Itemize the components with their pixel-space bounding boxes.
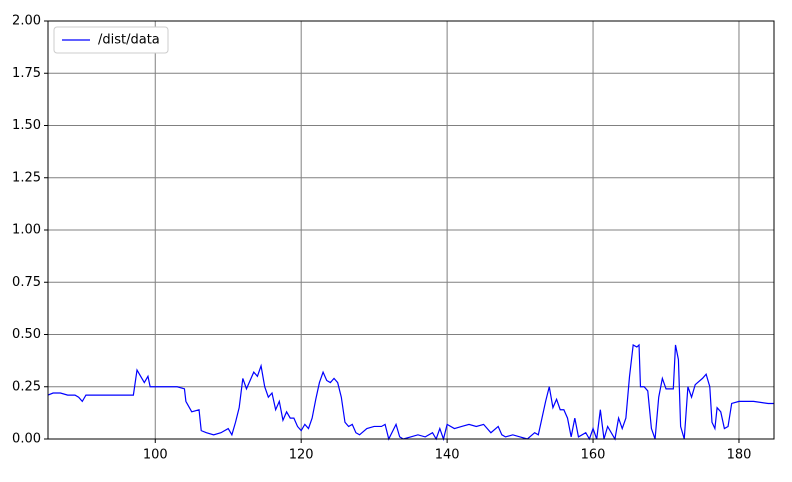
line-series	[47, 343, 774, 442]
y-tick-label: 1.00	[12, 223, 41, 238]
x-tick-label: 180	[727, 448, 752, 463]
x-tick-label: 140	[435, 448, 460, 463]
y-tick-label: 0.75	[12, 275, 41, 290]
legend-label: /dist/data	[98, 33, 160, 48]
legend-box	[53, 26, 169, 54]
y-tick-label: 1.75	[12, 66, 41, 81]
y-tick-label: 0.50	[12, 327, 41, 342]
y-tick-label: 2.00	[12, 14, 41, 29]
x-tick-label: 120	[289, 448, 314, 463]
x-tick-label: 160	[581, 448, 606, 463]
y-tick-label: 1.50	[12, 118, 41, 133]
y-tick-label: 0.25	[12, 379, 41, 394]
y-tick-label: 1.25	[12, 170, 41, 185]
legend: /dist/data	[53, 26, 169, 54]
y-tick-label: 0.00	[12, 432, 41, 447]
x-tick-label: 100	[143, 448, 168, 463]
plot-frame	[47, 20, 775, 440]
